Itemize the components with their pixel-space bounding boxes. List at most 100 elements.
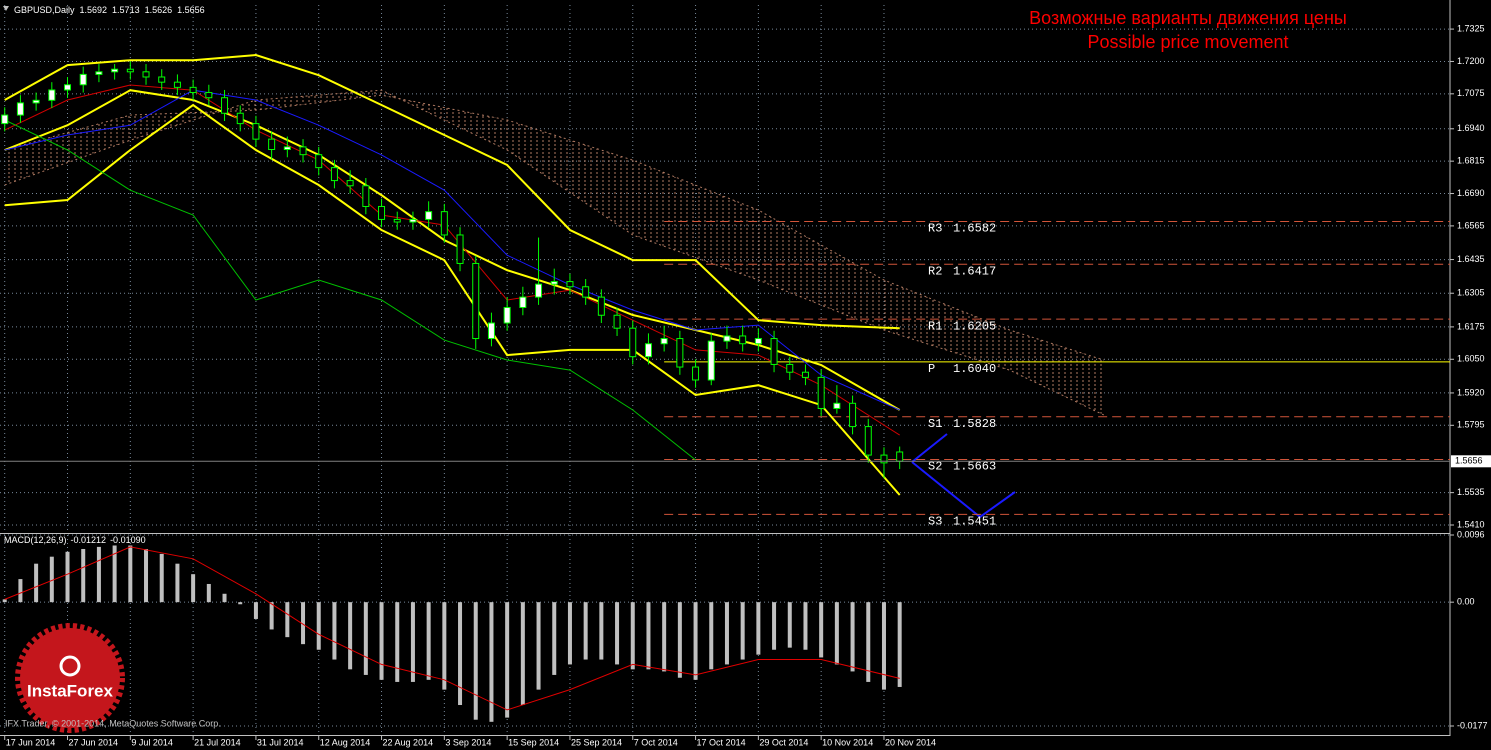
pivot-name: R1 [928, 319, 942, 333]
panel-header: MACD(12,26,9) -0.01212 -0.01090 [4, 535, 146, 545]
candle-body [566, 281, 574, 288]
pivot-value: 1.6040 [953, 362, 996, 376]
candle-body [519, 296, 527, 308]
histogram-bar [128, 545, 133, 603]
histogram-bar [787, 602, 792, 648]
histogram-bar [693, 602, 698, 680]
candle-body [409, 218, 417, 223]
candle-body [786, 363, 794, 373]
histogram-bar [583, 602, 588, 660]
forecast-up [911, 433, 948, 463]
histogram-bar [505, 602, 510, 718]
back-layer [0, 5, 1450, 733]
candle-body [864, 426, 872, 456]
histogram-bar [740, 602, 745, 660]
candle-body [582, 286, 590, 298]
pivot-value: 1.6582 [953, 222, 996, 236]
panel-header: GBPUSD,Daily 1.5692 1.5713 1.5626 1.5656 [14, 5, 205, 15]
cloud-edge [4, 94, 1104, 361]
histogram-bar [819, 602, 824, 658]
x-tick-label: 10 Nov 2014 [822, 737, 873, 747]
x-tick-label: 15 Sep 2014 [508, 737, 559, 747]
histogram-bar [348, 602, 353, 670]
histogram-bar [458, 602, 463, 706]
y-tick-label: 1.6690 [1457, 188, 1485, 198]
histogram-bar [379, 602, 384, 680]
y-tick-label: 0.00 [1457, 597, 1475, 607]
candle-body [801, 371, 809, 378]
histogram-bar [772, 602, 777, 650]
histogram-bar [536, 602, 541, 690]
histogram-bar [206, 583, 211, 603]
histogram-bar [709, 602, 714, 670]
histogram-bar [552, 602, 557, 675]
indicator-line [4, 53, 900, 330]
pivot-value: 1.6205 [953, 319, 996, 333]
candle-body [393, 218, 401, 223]
header-icon [3, 6, 9, 11]
y-tick-label: 1.6305 [1457, 288, 1485, 298]
histogram-bar [473, 602, 478, 720]
signal-line [4, 546, 900, 711]
histogram-bar [803, 602, 808, 650]
candle-body [221, 97, 229, 114]
candle-body [236, 112, 244, 125]
pivot-name: S2 [928, 460, 942, 474]
cloud-area [4, 90, 1104, 415]
candle-body [111, 68, 119, 73]
candle-body [880, 454, 888, 464]
candle-body [79, 73, 87, 86]
candle-body [613, 314, 621, 329]
header-value: -0.01212 [71, 535, 107, 545]
logo-badge [15, 623, 125, 733]
histogram-bar [520, 602, 525, 706]
histogram-bar [316, 602, 321, 650]
candle-body [48, 89, 56, 101]
annotation: Возможные варианты движения цены [1029, 8, 1347, 28]
candle-body [487, 322, 495, 340]
histogram-bar [65, 551, 70, 603]
candle-body [597, 296, 605, 316]
pivot-name: S1 [928, 417, 942, 431]
candle-body [64, 84, 72, 91]
candle-body [660, 338, 668, 345]
logo-text: InstaForex [27, 681, 114, 700]
ohlc-value: 1.5692 [80, 5, 108, 15]
x-tick-label: 9 Jul 2014 [131, 737, 173, 747]
candle-body [456, 234, 464, 264]
y-tick-label: 1.6435 [1457, 254, 1485, 264]
histogram-bar [285, 602, 290, 638]
candle-body [676, 338, 684, 368]
histogram-bar [881, 602, 886, 690]
candle-body [173, 81, 181, 88]
x-tick-label: 17 Oct 2014 [697, 737, 746, 747]
y-tick-label: 1.6940 [1457, 123, 1485, 133]
candle-body [362, 185, 370, 207]
candle-body [817, 376, 825, 409]
histogram-bar [426, 602, 431, 680]
x-tick-label: 31 Jul 2014 [257, 737, 304, 747]
histogram-bar [18, 579, 23, 603]
candle-body [205, 92, 213, 99]
pivot-name: S3 [928, 515, 942, 529]
x-tick-label: 3 Sep 2014 [445, 737, 491, 747]
candle-body [739, 335, 747, 345]
histogram-bar [834, 602, 839, 665]
indicator-line [4, 119, 696, 461]
histogram-bar [253, 602, 258, 619]
y-tick-label: 1.6050 [1457, 354, 1485, 364]
panel-title: MACD(12,26,9) [4, 535, 67, 545]
histogram-bar [332, 602, 337, 660]
histogram-bar [677, 602, 682, 678]
histogram-bar [363, 602, 368, 675]
histogram-bar [269, 602, 274, 630]
logo-icon [59, 655, 81, 677]
histogram-bar [410, 602, 415, 682]
candle-body [754, 338, 762, 345]
ohlc-value: 1.5626 [145, 5, 173, 15]
pivot-name: P [928, 362, 935, 376]
histogram-bar [159, 553, 164, 603]
candle-body [770, 338, 778, 365]
candle-body [126, 68, 134, 73]
